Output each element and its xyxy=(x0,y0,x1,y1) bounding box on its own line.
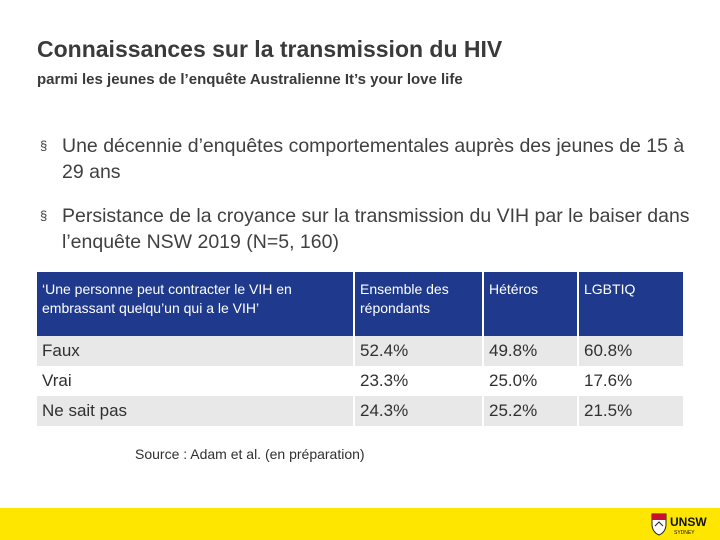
cell-value: 25.2% xyxy=(482,396,578,426)
row-label: Faux xyxy=(37,336,354,366)
bullet-marker-icon: § xyxy=(40,208,48,223)
cell-value: 17.6% xyxy=(577,366,683,396)
cell-value: 52.4% xyxy=(353,336,483,366)
table-row: Ne sait pas 24.3% 25.2% 21.5% xyxy=(37,396,683,426)
unsw-crest-icon: UNSW SYDNEY xyxy=(651,513,707,536)
table-row: Vrai 23.3% 25.0% 17.6% xyxy=(37,366,683,396)
source-citation: Source : Adam et al. (en préparation) xyxy=(135,446,365,462)
row-label: Ne sait pas xyxy=(37,396,354,426)
header-statement: ‘Une personne peut contracter le VIH en … xyxy=(37,272,354,336)
cell-value: 25.0% xyxy=(482,366,578,396)
cell-value: 49.8% xyxy=(482,336,578,366)
cell-value: 60.8% xyxy=(577,336,683,366)
unsw-logo: UNSW SYDNEY xyxy=(650,512,712,536)
slide-subtitle: parmi les jeunes de l’enquête Australien… xyxy=(37,71,463,88)
cell-value: 21.5% xyxy=(577,396,683,426)
bullet-marker-icon: § xyxy=(40,138,48,153)
header-all-respondents: Ensemble des répondants xyxy=(353,272,483,336)
table-header-row: ‘Une personne peut contracter le VIH en … xyxy=(37,272,683,336)
bullet-text: Une décennie d’enquêtes comportementales… xyxy=(62,135,685,183)
row-label: Vrai xyxy=(37,366,354,396)
results-table: ‘Une personne peut contracter le VIH en … xyxy=(37,272,683,426)
cell-value: 23.3% xyxy=(353,366,483,396)
header-lgbtiq: LGBTIQ xyxy=(577,272,683,336)
footer-bar xyxy=(0,508,720,540)
cell-value: 24.3% xyxy=(353,396,483,426)
header-heteros: Hétéros xyxy=(482,272,578,336)
bullet-text: Persistance de la croyance sur la transm… xyxy=(62,205,690,253)
slide-title: Connaissances sur la transmission du HIV xyxy=(37,36,503,62)
logo-subtext: SYDNEY xyxy=(674,530,695,536)
bullet-item: § Persistance de la croyance sur la tran… xyxy=(40,203,700,255)
table-row: Faux 52.4% 49.8% 60.8% xyxy=(37,336,683,366)
bullet-item: § Une décennie d’enquêtes comportemental… xyxy=(40,133,700,185)
logo-text: UNSW xyxy=(670,515,707,529)
